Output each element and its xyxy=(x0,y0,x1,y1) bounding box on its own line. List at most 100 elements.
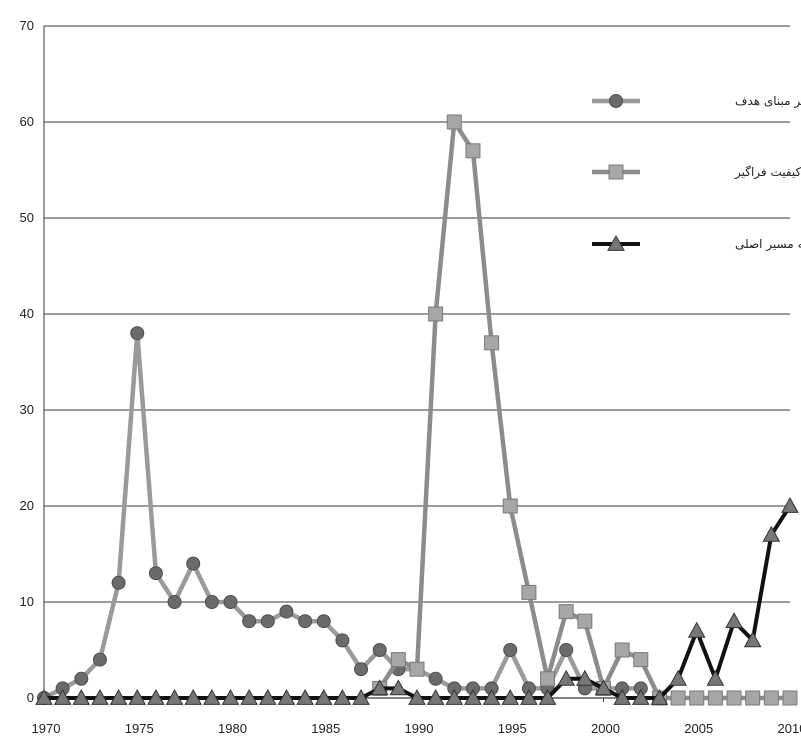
y-tick-label: 10 xyxy=(20,594,34,609)
x-tick-label: 1970 xyxy=(32,721,61,736)
legend-label: مدیریت کیفیت فراگیر xyxy=(734,165,801,180)
data-point-square xyxy=(540,671,556,687)
data-point-square xyxy=(614,642,630,658)
grid-lines xyxy=(44,25,790,699)
data-point-triangle xyxy=(203,688,221,705)
data-point-square xyxy=(726,690,742,706)
data-point-circle xyxy=(428,671,443,686)
data-point-triangle xyxy=(538,688,557,705)
data-point-square xyxy=(484,335,500,351)
data-point-circle xyxy=(372,643,387,657)
data-point-circle xyxy=(354,662,369,677)
data-point-triangle xyxy=(669,669,687,686)
data-point-triangle xyxy=(277,688,296,705)
data-point-triangle xyxy=(594,679,613,696)
data-point-triangle xyxy=(314,688,333,705)
data-point-square xyxy=(745,690,761,706)
data-point-circle xyxy=(298,614,313,629)
data-point-triangle xyxy=(147,688,165,705)
series-lines xyxy=(35,114,799,706)
data-point-triangle xyxy=(501,688,520,705)
data-point-triangle xyxy=(370,679,389,696)
data-point-triangle xyxy=(725,612,743,629)
data-point-triangle xyxy=(221,688,240,705)
data-point-square xyxy=(707,690,723,706)
data-point-circle xyxy=(130,326,145,341)
data-point-triangle xyxy=(613,688,631,705)
x-tick-label: 2010 xyxy=(778,721,801,736)
data-point-square xyxy=(689,690,705,706)
data-point-circle xyxy=(204,595,219,609)
data-point-square xyxy=(782,690,798,706)
data-point-square xyxy=(409,661,425,677)
data-point-square xyxy=(390,652,406,668)
data-point-circle xyxy=(223,595,238,609)
data-point-triangle xyxy=(464,688,482,705)
data-point-circle xyxy=(74,671,89,686)
legend: مدیریت بر مبنای هدف مدیریت کیفیت فراگیر مد… xyxy=(592,94,801,252)
data-point-triangle xyxy=(557,669,576,686)
series-circle xyxy=(37,326,648,705)
y-tick-label: 60 xyxy=(20,114,34,129)
series-triangle xyxy=(35,496,799,705)
data-point-triangle xyxy=(408,688,426,705)
data-point-triangle xyxy=(184,688,203,705)
data-point-triangle xyxy=(706,669,725,686)
y-tick-label: 70 xyxy=(20,18,34,33)
y-tick-label: 0 xyxy=(27,690,34,705)
data-point-circle xyxy=(167,595,182,609)
data-point-triangle xyxy=(426,688,445,705)
data-point-triangle xyxy=(576,669,594,686)
x-tick-label: 2005 xyxy=(684,721,713,736)
data-point-triangle xyxy=(631,688,650,705)
y-tick-label: 40 xyxy=(20,306,34,321)
data-point-circle xyxy=(92,652,107,667)
data-point-square xyxy=(670,690,686,706)
data-point-square xyxy=(763,690,779,706)
y-tick-label: 50 xyxy=(20,210,34,225)
data-point-triangle xyxy=(296,688,314,705)
data-point-square xyxy=(633,652,649,668)
legend-label: مدیریت بازگشت به مسیر اصلی xyxy=(735,237,801,252)
x-axis-ticks: 1970 1975 1980 1985 1990 1995 2000 2005 2010 xyxy=(32,698,801,736)
data-point-triangle xyxy=(72,688,91,705)
legend-item: مدیریت کیفیت فراگیر xyxy=(592,164,801,180)
data-point-circle xyxy=(242,614,257,629)
data-point-circle xyxy=(559,643,574,657)
x-tick-label: 1985 xyxy=(311,721,340,736)
x-tick-label: 1990 xyxy=(405,721,434,736)
data-point-square xyxy=(428,306,444,322)
legend-marker-square xyxy=(608,164,624,180)
axes xyxy=(43,26,790,699)
data-point-triangle xyxy=(333,688,352,705)
data-point-triangle xyxy=(687,621,706,638)
x-tick-label: 1995 xyxy=(498,721,527,736)
data-point-triangle xyxy=(743,631,762,648)
data-point-circle xyxy=(260,614,275,629)
data-point-triangle xyxy=(781,496,799,513)
data-point-triangle xyxy=(352,688,370,705)
data-point-triangle xyxy=(520,688,538,705)
data-point-square xyxy=(502,498,518,514)
data-point-circle xyxy=(335,633,350,648)
data-point-triangle xyxy=(128,688,147,705)
data-point-square xyxy=(577,613,593,629)
data-point-triangle xyxy=(109,688,128,705)
legend-marker-triangle xyxy=(607,234,625,251)
y-tick-label: 20 xyxy=(20,498,34,513)
data-point-circle xyxy=(503,643,518,657)
legend-marker-circle xyxy=(609,94,623,108)
series-square xyxy=(372,114,798,706)
data-point-triangle xyxy=(389,679,408,696)
data-point-triangle xyxy=(240,688,258,705)
x-tick-label: 1975 xyxy=(125,721,154,736)
data-point-square xyxy=(446,114,462,130)
data-point-triangle xyxy=(445,688,464,705)
legend-label: مدیریت بر مبنای هدف xyxy=(735,94,801,109)
data-point-square xyxy=(521,584,537,600)
legend-item: مدیریت بازگشت به مسیر اصلی xyxy=(592,234,801,252)
data-point-triangle xyxy=(91,688,109,705)
data-point-circle xyxy=(148,566,163,581)
y-tick-label: 30 xyxy=(20,402,34,417)
